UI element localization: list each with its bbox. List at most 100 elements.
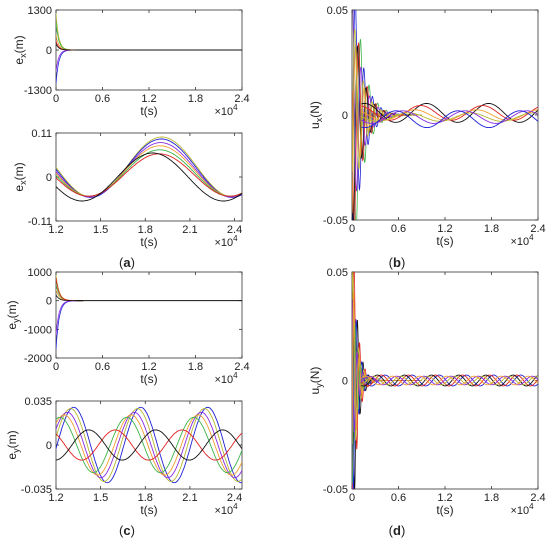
plot-area [352, 10, 538, 220]
y-label-sub: y [11, 448, 21, 453]
x-tick-label: 0 [349, 492, 355, 504]
chart-ex-zoom: 1.2 1.5 1.8 2.1 2.4 -0.11 0 0.11 t(s) ×104 ex(m) [12, 128, 243, 249]
y-label-unit: (m) [12, 162, 26, 180]
series-line [56, 429, 242, 461]
caption-a: (a) [119, 255, 135, 270]
transient-line [352, 272, 422, 441]
y-tick-label: -0.05 [323, 484, 348, 496]
x-tick-label: 1.2 [437, 223, 452, 235]
x-tick-label: 0 [53, 361, 59, 373]
transient-line [352, 42, 422, 220]
x-tick-label: 1.8 [484, 492, 499, 504]
plot-area [352, 272, 538, 489]
x-tick-label: 0.6 [391, 223, 406, 235]
series-line [360, 375, 538, 386]
x-tick-label: 1.5 [93, 224, 108, 236]
x-exponent: 4 [529, 502, 534, 511]
x-tick-label: 1.8 [188, 361, 203, 373]
series-line [56, 153, 242, 197]
plot-area [56, 274, 242, 350]
y-label-symbol: e [5, 453, 19, 460]
transient-line [352, 10, 422, 220]
y-axis-label: ey(m) [5, 300, 21, 329]
x-exponent: 4 [233, 371, 238, 380]
x-multiplier: ×104 [510, 233, 534, 248]
x-tick-label: 1.2 [48, 492, 63, 504]
y-label-unit: (N) [308, 367, 322, 384]
series-line [56, 416, 242, 474]
x-tick-label: 1.8 [138, 224, 153, 236]
y-axis-label: ex(m) [12, 35, 28, 64]
x-tick-label: 0.6 [95, 361, 110, 373]
y-tick-label: 0 [342, 376, 348, 388]
y-label-symbol: e [12, 58, 26, 65]
plot-area [56, 136, 242, 202]
x-tick-label: 0.6 [95, 93, 110, 105]
x-tick-label: 2.4 [227, 492, 242, 504]
y-label-symbol: u [308, 122, 322, 129]
y-tick-label: -2000 [24, 353, 52, 365]
y-axis-label: ux(N) [308, 101, 324, 129]
y-tick-label: 0 [46, 440, 52, 452]
series-line [56, 429, 242, 461]
transient-line [352, 318, 422, 489]
x-axis-label: t(s) [436, 234, 453, 248]
y-label-unit: (m) [12, 35, 26, 53]
y-tick-label: -1000 [24, 324, 52, 336]
y-tick-label: -0.11 [28, 216, 52, 228]
x-axis-label: t(s) [140, 104, 157, 118]
y-axis-label: ex(m) [12, 162, 28, 191]
series-line [361, 375, 538, 386]
x-tick-label: 0.6 [391, 492, 406, 504]
y-label-unit: (m) [5, 300, 19, 318]
series-line [361, 112, 538, 122]
x-tick-label: 1.2 [141, 361, 156, 373]
x-axis-label: t(s) [140, 372, 157, 386]
y-tick-label: -0.035 [21, 484, 52, 496]
x-tick-label: 2.1 [182, 492, 197, 504]
plot-area [56, 13, 242, 84]
caption-c: (c) [119, 523, 135, 538]
y-tick-label: 1000 [28, 267, 52, 279]
y-label-symbol: u [308, 388, 322, 395]
y-label-sub: x [314, 117, 324, 122]
x-tick-label: 1.2 [141, 93, 156, 105]
y-tick-label: 0 [46, 45, 52, 57]
y-axis-label: uy(N) [308, 367, 324, 395]
y-tick-label: 0 [46, 172, 52, 184]
series-line [361, 110, 538, 124]
y-label-unit: (m) [5, 430, 19, 448]
series-line [56, 152, 242, 202]
x-exponent: 4 [529, 233, 534, 242]
y-label-sub: x [18, 53, 28, 58]
x-multiplier: ×104 [510, 502, 534, 517]
x-axis-label: t(s) [140, 235, 157, 249]
caption-d: (d) [389, 523, 406, 538]
transient-line [56, 49, 84, 72]
y-label-sub: y [314, 383, 324, 388]
axes-frame [55, 271, 243, 359]
chart-ey-full: 0 0.6 1.2 1.8 2.4 -2000 -1000 0 1000 t(s) ×104 ey(m… [5, 267, 250, 386]
y-label-unit: (N) [308, 101, 322, 118]
transient-line [56, 300, 84, 336]
chart-ey-zoom: 1.2 1.5 1.8 2.1 2.4 -0.035 0 0.035 t(s) ×104 ey(m) [5, 396, 243, 517]
x-tick-label: 1.5 [93, 492, 108, 504]
series-line [361, 375, 538, 386]
y-label-symbol: e [12, 185, 26, 192]
plot-area [56, 406, 242, 484]
x-tick-label: 2.4 [530, 223, 545, 235]
y-label-symbol: e [5, 323, 19, 330]
x-tick-label: 1.2 [437, 492, 452, 504]
x-tick-label: 2.4 [234, 93, 249, 105]
series-line [56, 142, 242, 198]
x-multiplier: ×104 [214, 502, 238, 517]
transient-line [352, 272, 422, 489]
x-tick-label: 2.4 [227, 224, 242, 236]
x-tick-label: 1.2 [48, 224, 63, 236]
x-tick-label: 2.4 [234, 361, 249, 373]
x-multiplier: ×104 [214, 103, 238, 118]
transient-line [352, 323, 422, 484]
